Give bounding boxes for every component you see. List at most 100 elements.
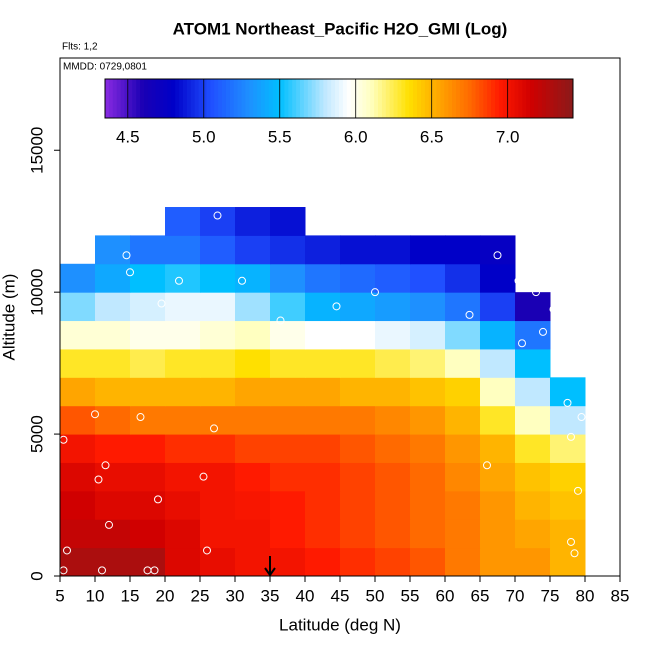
observation-point: [63, 546, 71, 555]
heatmap-cell: [445, 263, 481, 293]
colorbar-swatch: [381, 79, 387, 118]
observation-point: [213, 211, 222, 220]
colorbar-swatch: [346, 79, 352, 118]
colorbar-swatch: [249, 79, 254, 118]
observation-point: [371, 288, 379, 297]
colorbar-swatch: [155, 79, 161, 118]
colorbar-swatch: [557, 79, 562, 118]
heatmap-cell: [235, 434, 271, 463]
heatmap-cell: [95, 434, 131, 463]
observation-point: [238, 276, 246, 285]
colorbar-swatch: [374, 79, 379, 118]
heatmap-cell: [60, 292, 96, 322]
colorbar-swatch: [498, 79, 504, 118]
colorbar-swatch: [335, 79, 340, 118]
colorbar-swatch: [354, 79, 359, 118]
heatmap-cell: [305, 462, 341, 492]
colorbar-swatch: [479, 79, 484, 118]
heatmap-cell: [480, 490, 516, 520]
heatmap-cell: [165, 207, 201, 236]
colorbar-swatch: [456, 79, 461, 118]
heatmap-cell: [200, 434, 236, 463]
heatmap-cell: [305, 235, 341, 265]
heatmap-cell: [270, 348, 306, 378]
heatmap-cell: [60, 405, 96, 435]
colorbar-swatch: [436, 79, 441, 118]
heatmap-cell: [270, 292, 306, 322]
y-tick-label: 10000: [27, 269, 46, 316]
heatmap-cell: [270, 519, 306, 549]
heatmap-cell: [130, 462, 166, 492]
heatmap-cell: [60, 320, 96, 350]
heatmap-cell: [305, 377, 341, 407]
heatmap-cell: [130, 405, 166, 435]
colorbar-swatch: [225, 79, 231, 118]
colorbar-swatch: [339, 79, 344, 118]
observation-point: [514, 276, 523, 285]
colorbar-swatch: [124, 79, 129, 118]
heatmap-cell: [60, 462, 96, 492]
heatmap-cell: [60, 377, 96, 407]
colorbar-swatch: [292, 79, 297, 118]
heatmap-cell: [95, 377, 131, 407]
y-tick-label: 15000: [27, 127, 46, 174]
heatmap-cell: [200, 320, 236, 350]
colorbar-swatch: [385, 79, 391, 118]
colorbar-swatch: [253, 79, 258, 118]
heatmap-cell: [340, 405, 376, 435]
colorbar-swatch: [401, 79, 406, 118]
heatmap-cell: [270, 263, 306, 293]
observation-point: [150, 566, 159, 575]
heatmap-cell: [165, 292, 201, 322]
colorbar-swatch: [116, 79, 122, 118]
x-tick-label: 10: [86, 586, 105, 605]
colorbar-swatch: [475, 79, 480, 118]
heatmap-cell: [480, 263, 516, 293]
heatmap-cell: [375, 519, 411, 549]
colorbar-swatch: [140, 79, 145, 118]
heatmap-cell: [270, 377, 306, 407]
heatmap-cell: [515, 405, 551, 435]
colorbar-swatch: [389, 79, 395, 118]
colorbar-swatch: [459, 79, 465, 118]
heatmap-cell: [340, 547, 376, 577]
x-tick-label: 65: [471, 586, 490, 605]
heatmap-cell: [165, 434, 201, 463]
colorbar-swatch: [495, 79, 500, 118]
heatmap-cell: [235, 235, 271, 265]
observation-point: [154, 495, 162, 504]
heatmap-cell: [410, 462, 446, 492]
x-tick-label: 30: [226, 586, 245, 605]
heatmap-cell: [305, 519, 341, 549]
heatmap-cell: [270, 462, 306, 492]
heatmap-cell: [235, 207, 271, 236]
colorbar-swatch: [136, 79, 141, 118]
colorbar-swatch: [378, 79, 383, 118]
colorbar-swatch: [190, 79, 196, 118]
observation-point: [105, 520, 113, 529]
x-tick-label: 50: [366, 586, 385, 605]
colorbar-swatch: [420, 79, 426, 118]
y-tick-label: 5000: [27, 415, 46, 453]
heatmap-cell: [410, 320, 446, 350]
colorbar-tick-label: 5.0: [192, 127, 216, 146]
x-tick-label: 75: [541, 586, 560, 605]
y-tick-label: 0: [27, 571, 46, 580]
heatmap-cell: [130, 490, 166, 520]
colorbar-swatch: [241, 79, 246, 118]
x-tick-label: 85: [611, 586, 630, 605]
heatmap-cell: [305, 263, 341, 293]
observation-point: [560, 353, 568, 362]
colorbar-swatch: [233, 79, 239, 118]
heatmap-cell: [445, 519, 481, 549]
x-tick-label: 25: [191, 586, 210, 605]
observation-point: [483, 461, 491, 470]
colorbar-swatch: [331, 79, 336, 118]
heatmap-cell: [200, 377, 236, 407]
heatmap-cell: [340, 263, 376, 293]
colorbar-swatch: [409, 79, 414, 118]
colorbar-swatch: [541, 79, 547, 118]
heatmap-cell: [235, 377, 271, 407]
heatmap-cell: [130, 235, 166, 265]
heatmap-cell: [235, 263, 271, 293]
